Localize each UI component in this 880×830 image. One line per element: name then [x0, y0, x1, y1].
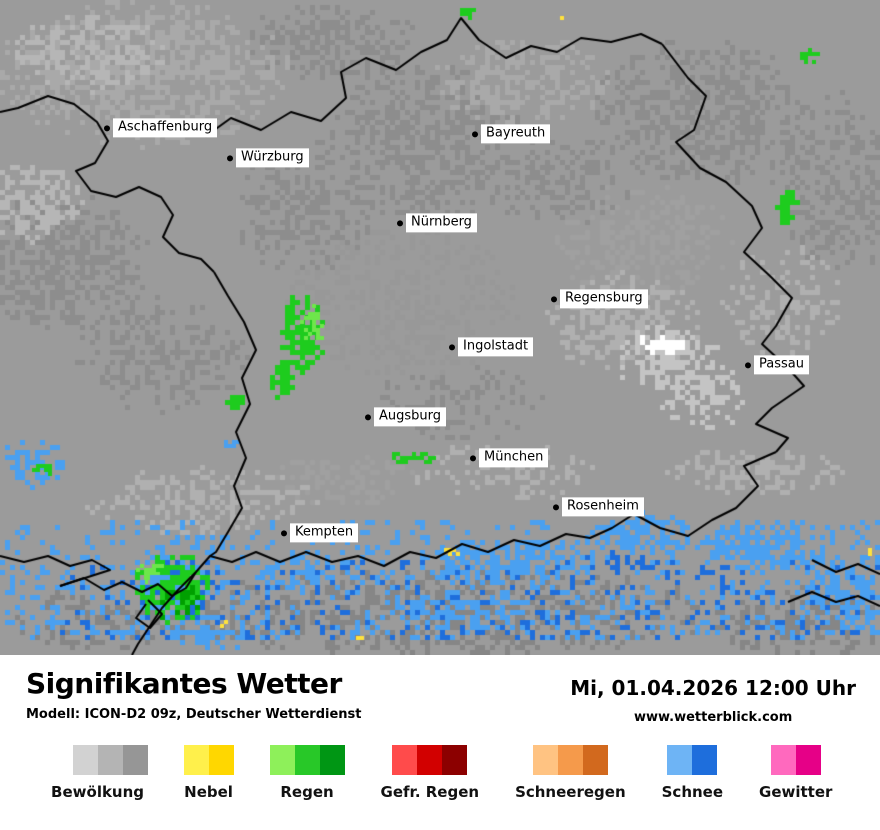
legend-color-cell	[97, 745, 123, 775]
legend-swatch	[392, 745, 468, 775]
legend-color-cell	[392, 745, 418, 775]
map-footer: Signifikantes Wetter Modell: ICON-D2 09z…	[0, 655, 880, 830]
legend-color-cell	[770, 745, 796, 775]
legend-item: Bewölkung	[47, 745, 148, 801]
legend-item: Gefr. Regen	[380, 745, 480, 801]
legend-color-cell	[208, 745, 234, 775]
legend-swatch	[47, 745, 148, 775]
legend-color-cell	[122, 745, 148, 775]
weather-legend: Bewölkung Nebel Regen Gefr. Regen Schneerege…	[0, 745, 880, 801]
legend-color-cell	[72, 745, 98, 775]
legend-color-cell	[442, 745, 468, 775]
legend-item: Regen	[269, 745, 345, 801]
legend-color-cell	[532, 745, 558, 775]
footer-right-column: Mi, 01.04.2026 12:00 Uhr www.wetterblick…	[570, 676, 856, 725]
legend-swatch	[770, 745, 821, 775]
page-title: Signifikantes Wetter	[26, 667, 342, 700]
legend-label: Nebel	[184, 783, 233, 801]
legend-color-cell	[47, 745, 73, 775]
legend-color-cell	[294, 745, 320, 775]
legend-color-cell	[692, 745, 718, 775]
legend-label: Schneeregen	[515, 783, 626, 801]
legend-label: Schnee	[661, 783, 724, 801]
footer-left-column: Signifikantes Wetter Modell: ICON-D2 09z…	[26, 667, 362, 722]
weather-map-area: Aschaffenburg Würzburg Bayreuth Nürnberg Reg…	[0, 0, 880, 655]
legend-swatch	[667, 745, 718, 775]
legend-color-cell	[183, 745, 209, 775]
model-info: Modell: ICON-D2 09z, Deutscher Wetterdie…	[26, 706, 362, 722]
legend-item: Nebel	[183, 745, 234, 801]
legend-color-cell	[417, 745, 443, 775]
legend-color-cell	[667, 745, 693, 775]
legend-label: Gefr. Regen	[380, 783, 480, 801]
legend-color-cell	[795, 745, 821, 775]
legend-item: Gewitter	[759, 745, 832, 801]
footer-header-row: Signifikantes Wetter Modell: ICON-D2 09z…	[0, 655, 880, 725]
legend-swatch	[183, 745, 234, 775]
legend-color-cell	[319, 745, 345, 775]
legend-color-cell	[582, 745, 608, 775]
website-url: www.wetterblick.com	[633, 710, 793, 725]
forecast-datetime: Mi, 01.04.2026 12:00 Uhr	[570, 676, 856, 700]
legend-swatch	[269, 745, 345, 775]
legend-item: Schnee	[662, 745, 723, 801]
legend-color-cell	[557, 745, 583, 775]
legend-label: Gewitter	[759, 783, 833, 801]
weather-map-canvas	[0, 0, 880, 655]
legend-item: Schneeregen	[515, 745, 626, 801]
legend-label: Regen	[280, 783, 334, 801]
legend-swatch	[532, 745, 608, 775]
legend-label: Bewölkung	[51, 783, 145, 801]
legend-color-cell	[269, 745, 295, 775]
